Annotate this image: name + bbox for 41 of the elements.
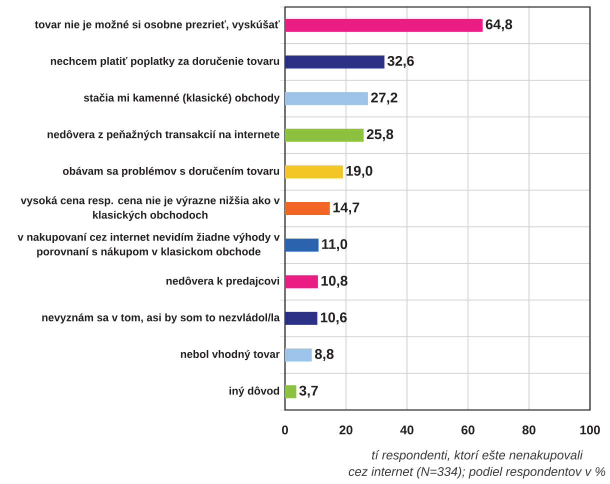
bar [285,275,318,288]
y-tick-label: v nakupovaní cez internet nevidím žiadne výhody v porovnaní s nákupom v klasickom obchode [18,232,280,258]
y-tick-label: nechcem platiť poplatky za doručenie tovaru [50,56,280,68]
bar [285,202,330,215]
bar [285,55,384,68]
x-tick-label: 60 [462,426,474,434]
data-label: 10,6 [320,312,347,324]
y-tick-label: stačia mi kamenné (klasické) obchody [84,93,280,104]
x-tick-label: 20 [339,426,352,434]
y-tick-label: nedôvera k predajcovi [166,276,280,287]
x-tick-label: 100 [580,426,600,434]
bar [285,312,318,325]
bar [285,348,312,362]
data-label: 11,0 [322,239,348,252]
data-label: 14,7 [333,202,360,214]
y-tick-label: tovar nie je možné si osobne prezrieť, vyskúšať [34,20,280,30]
y-tick-label: vysoká cena resp. cena nie je výrazne nižšia ako v klasických obchodoch [20,196,280,221]
x-tick-label: 80 [522,426,536,434]
bar [285,128,364,142]
bar [285,18,483,32]
data-label: 19,0 [346,166,372,178]
data-label: 10,8 [322,276,348,288]
y-tick-label: nedôvera z peňažných transakcií na internete [48,130,280,140]
y-tick-label: obávam sa problémov s doručením tovaru [62,166,280,178]
y-tick-label: iný dôvod [230,386,280,397]
bar [285,165,343,178]
y-tick-label: nebol vhodný tovar [180,350,280,360]
data-label: 64,8 [486,19,512,32]
text: cez internet (N=334); podiel respondentov v % [348,466,606,478]
text: tí respondenti, ktorí ešte nenakupovali [372,450,583,462]
bar [285,238,319,252]
data-label: 32,6 [387,56,414,68]
y-tick-label: nevyznám sa v tom, asi by som to nezvládol/la [42,313,280,324]
data-label: 25,8 [366,129,394,142]
data-label: 27,2 [371,92,398,105]
bar [285,92,368,106]
data-label: 8,8 [314,349,334,362]
x-tick-label: 40 [400,426,414,434]
bar [285,385,296,398]
x-tick-label: 0 [282,426,288,434]
data-label: 3,7 [299,386,318,398]
